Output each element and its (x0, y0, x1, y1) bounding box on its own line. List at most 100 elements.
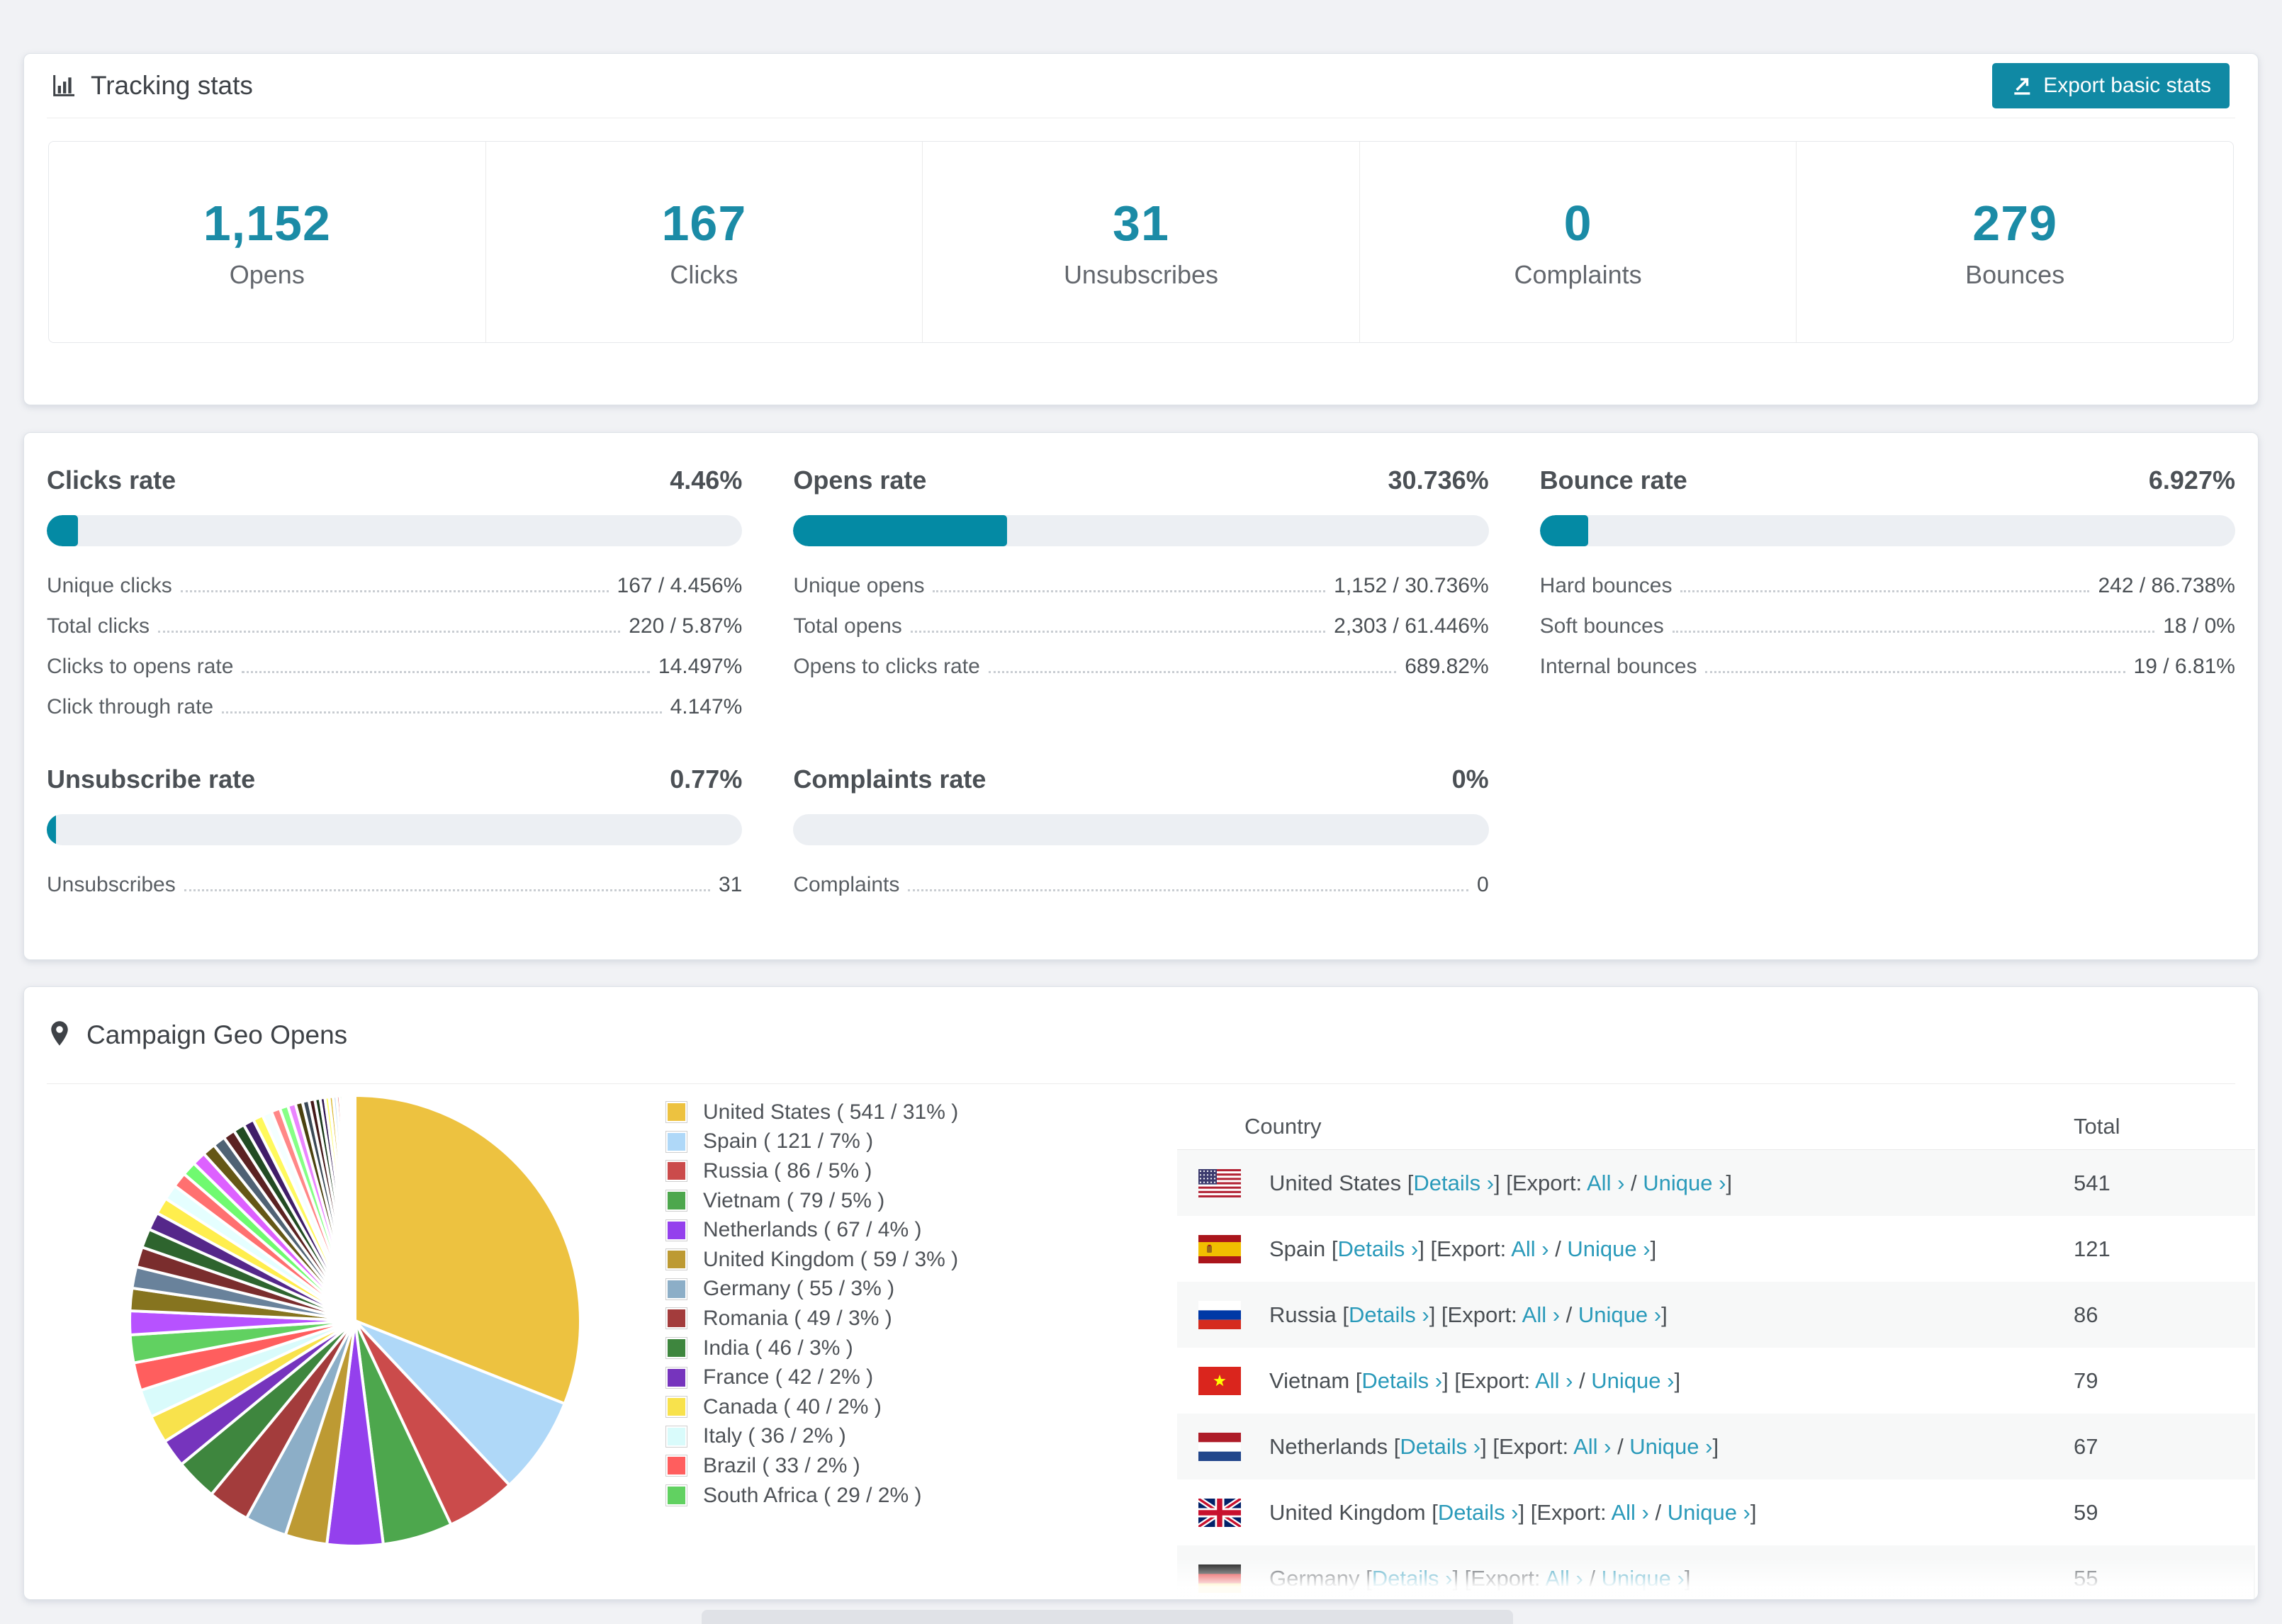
pie-slice-other-41[interactable] (353, 1093, 356, 1321)
bracket: ] (1712, 1433, 1719, 1459)
rate-title: Clicks rate (47, 466, 176, 495)
export-all-link[interactable]: All › (1611, 1499, 1649, 1525)
pie-slice-united-states[interactable] (354, 1093, 582, 1406)
legend-swatch (665, 1130, 687, 1153)
rate-row-value: 242 / 86.738% (2098, 574, 2235, 597)
rate-row-label: Hard bounces (1539, 574, 1673, 597)
legend-item-south-africa[interactable]: South Africa ( 29 / 2% ) (665, 1481, 958, 1511)
rate-header-complaints-rate: Complaints rate 0% (793, 765, 1488, 794)
details-link[interactable]: Details › (1361, 1368, 1443, 1393)
legend-item-spain[interactable]: Spain ( 121 / 7% ) (665, 1127, 958, 1157)
details-link[interactable]: Details › (1337, 1236, 1419, 1261)
details-link[interactable]: Details › (1400, 1433, 1481, 1459)
rate-progress-fill (1539, 515, 1588, 546)
rate-value: 0% (1451, 765, 1489, 794)
export-all-link[interactable]: All › (1573, 1433, 1612, 1459)
tracking-stats-header: Tracking stats Export basic stats (47, 54, 2235, 118)
legend-swatch (665, 1101, 687, 1124)
legend-swatch (665, 1307, 687, 1330)
bracket: ] [Export: (1418, 1236, 1512, 1261)
details-link[interactable]: Details › (1349, 1302, 1429, 1327)
summary-value-opens: 1,152 (203, 195, 331, 251)
export-unique-link[interactable]: Unique › (1567, 1236, 1651, 1261)
legend-item-united-states[interactable]: United States ( 541 / 31% ) (665, 1098, 958, 1127)
rate-row-value: 14.497% (658, 655, 743, 678)
flag-icon-ru (1198, 1300, 1241, 1329)
rate-header-bounce-rate: Bounce rate 6.927% (1540, 466, 2235, 495)
separator: / (1573, 1368, 1592, 1393)
export-unique-link[interactable]: Unique › (1667, 1499, 1750, 1525)
geo-legend: United States ( 541 / 31% ) Spain ( 121 /… (665, 1098, 958, 1510)
legend-item-russia[interactable]: Russia ( 86 / 5% ) (665, 1156, 958, 1186)
legend-item-united-kingdom[interactable]: United Kingdom ( 59 / 3% ) (665, 1245, 958, 1275)
export-all-link[interactable]: All › (1545, 1565, 1583, 1591)
country-cell: Netherlands [Details ›] [Export: All › /… (1269, 1434, 1719, 1460)
rate-row-label: Opens to clicks rate (793, 655, 980, 678)
bracket: ] (1726, 1170, 1733, 1195)
legend-item-romania[interactable]: Romania ( 49 / 3% ) (665, 1304, 958, 1333)
export-unique-link[interactable]: Unique › (1601, 1565, 1685, 1591)
details-link[interactable]: Details › (1437, 1499, 1519, 1525)
bracket: [ (1407, 1170, 1414, 1195)
export-all-link[interactable]: All › (1522, 1302, 1561, 1327)
legend-item-netherlands[interactable]: Netherlands ( 67 / 4% ) (665, 1215, 958, 1245)
total-cell: 541 (2074, 1170, 2110, 1195)
summary-label-clicks: Clicks (670, 259, 738, 289)
bracket: ] [Export: (1442, 1368, 1536, 1393)
bracket: [ (1355, 1368, 1362, 1393)
geo-table-header: Country Total (1177, 1103, 2255, 1150)
rate-value: 6.927% (2148, 466, 2235, 495)
dotted-leader (1680, 590, 2090, 592)
bracket: [ (1342, 1302, 1349, 1327)
export-basic-stats-button[interactable]: Export basic stats (1992, 63, 2230, 108)
rate-header-opens-rate: Opens rate 30.736% (793, 466, 1488, 495)
rate-row-label: Unique clicks (47, 574, 172, 597)
legend-label: Canada ( 40 / 2% ) (703, 1394, 882, 1419)
country-name: Spain (1269, 1236, 1332, 1261)
dotted-leader (908, 889, 1468, 891)
legend-item-brazil[interactable]: Brazil ( 33 / 2% ) (665, 1451, 958, 1481)
export-unique-link[interactable]: Unique › (1578, 1302, 1662, 1327)
country-cell: United States [Details ›] [Export: All ›… (1269, 1171, 1732, 1196)
rate-row-value: 18 / 0% (2163, 614, 2235, 638)
export-all-link[interactable]: All › (1511, 1236, 1549, 1261)
legend-item-germany[interactable]: Germany ( 55 / 3% ) (665, 1275, 958, 1304)
pie-slice-spain[interactable] (354, 1319, 567, 1487)
export-unique-link[interactable]: Unique › (1643, 1170, 1726, 1195)
legend-item-france[interactable]: France ( 42 / 2% ) (665, 1363, 958, 1392)
legend-label: Romania ( 49 / 3% ) (703, 1306, 892, 1330)
rate-rows: Complaints 0 (793, 857, 1488, 897)
separator: / (1624, 1170, 1643, 1195)
legend-label: South Africa ( 29 / 2% ) (703, 1483, 922, 1507)
geo-body: United States ( 541 / 31% ) Spain ( 121 /… (24, 1084, 2258, 1599)
details-link[interactable]: Details › (1371, 1565, 1453, 1591)
legend-item-india[interactable]: India ( 46 / 3% ) (665, 1333, 958, 1363)
export-all-link[interactable]: All › (1535, 1368, 1573, 1393)
rate-row-label: Unsubscribes (47, 873, 176, 896)
dotted-leader (933, 590, 1326, 592)
legend-swatch (665, 1396, 687, 1419)
map-pin-icon (47, 1020, 72, 1051)
rate-value: 4.46% (670, 466, 743, 495)
separator: / (1648, 1499, 1668, 1525)
legend-swatch (665, 1484, 687, 1507)
rate-rows: Hard bounces 242 / 86.738% Soft bounces 18 … (1540, 558, 2235, 679)
table-row-united-states: United States [Details ›] [Export: All ›… (1177, 1150, 2255, 1216)
export-all-link[interactable]: All › (1587, 1170, 1625, 1195)
country-name: Germany (1269, 1565, 1366, 1591)
legend-item-italy[interactable]: Italy ( 36 / 2% ) (665, 1422, 958, 1452)
legend-item-vietnam[interactable]: Vietnam ( 79 / 5% ) (665, 1186, 958, 1216)
table-row-vietnam: Vietnam [Details ›] [Export: All › / Uni… (1177, 1348, 2255, 1414)
legend-swatch (665, 1190, 687, 1212)
rate-row-unsubscribes: Unsubscribes 31 (47, 857, 742, 897)
details-link[interactable]: Details › (1413, 1170, 1495, 1195)
country-name: Russia (1269, 1302, 1343, 1327)
summary-cell-complaints: 0 Complaints (1359, 142, 1797, 342)
summary-label-complaints: Complaints (1514, 259, 1642, 289)
table-row-russia: Russia [Details ›] [Export: All › / Uniq… (1177, 1282, 2255, 1348)
legend-item-canada[interactable]: Canada ( 40 / 2% ) (665, 1392, 958, 1422)
export-unique-link[interactable]: Unique › (1591, 1368, 1675, 1393)
export-unique-link[interactable]: Unique › (1629, 1433, 1713, 1459)
rate-row-value: 19 / 6.81% (2133, 655, 2235, 678)
